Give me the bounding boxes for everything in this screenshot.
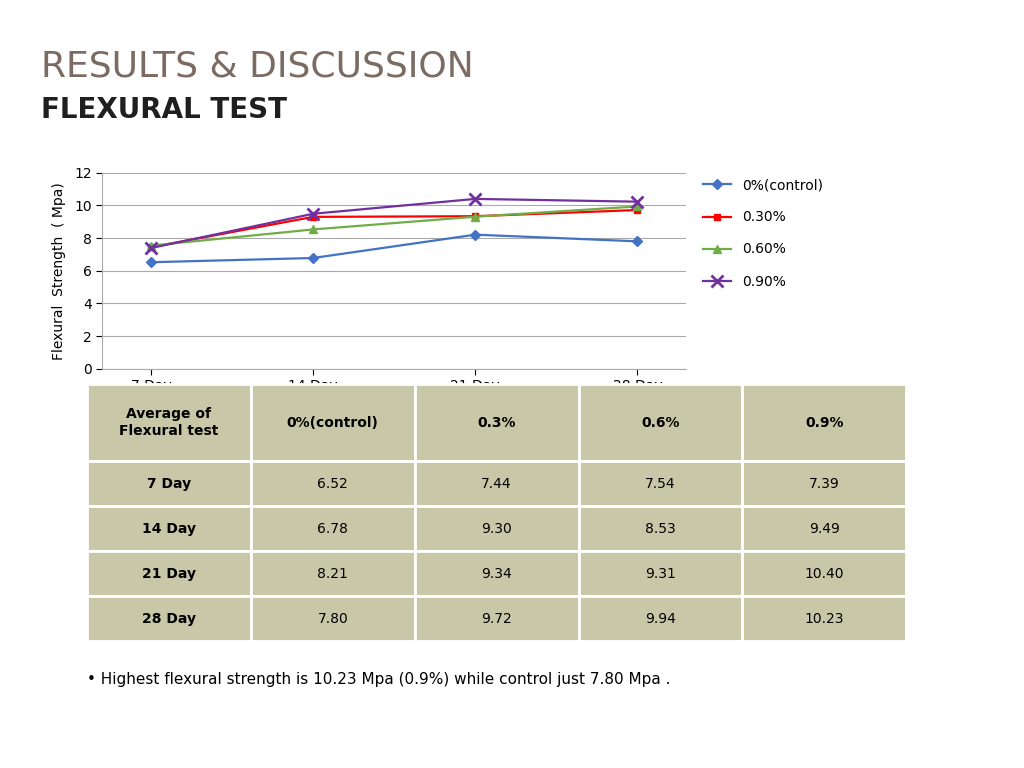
Line: 0.90%: 0.90% — [145, 194, 643, 253]
FancyBboxPatch shape — [87, 384, 251, 461]
FancyBboxPatch shape — [251, 596, 415, 641]
0.30% — [307, 212, 319, 221]
Text: 9.34: 9.34 — [481, 567, 512, 581]
Line: 0%(control): 0%(control) — [147, 231, 641, 266]
FancyBboxPatch shape — [742, 461, 906, 506]
FancyBboxPatch shape — [415, 596, 579, 641]
Text: 0.3%: 0.3% — [477, 415, 516, 429]
FancyBboxPatch shape — [87, 596, 251, 641]
FancyBboxPatch shape — [87, 461, 251, 506]
Text: 7.44: 7.44 — [481, 477, 512, 491]
Text: 21 Day: 21 Day — [142, 567, 196, 581]
FancyBboxPatch shape — [579, 461, 742, 506]
FancyBboxPatch shape — [87, 551, 251, 596]
FancyBboxPatch shape — [87, 506, 251, 551]
Text: Average of
Flexural test: Average of Flexural test — [119, 408, 219, 438]
Text: 8.21: 8.21 — [317, 567, 348, 581]
Text: • Highest flexural strength is 10.23 Mpa (0.9%) while control just 7.80 Mpa .: • Highest flexural strength is 10.23 Mpa… — [87, 672, 671, 687]
Text: 9.31: 9.31 — [645, 567, 676, 581]
0.60% — [145, 241, 158, 250]
0.90% — [145, 243, 158, 253]
Text: 7.80: 7.80 — [317, 612, 348, 626]
FancyBboxPatch shape — [579, 596, 742, 641]
Y-axis label: Flexural  Strength  ( Mpa): Flexural Strength ( Mpa) — [52, 182, 66, 359]
X-axis label: Ages (Day): Ages (Day) — [347, 400, 441, 415]
Text: 7 Day: 7 Day — [146, 477, 191, 491]
Text: 0.9%: 0.9% — [805, 415, 844, 429]
Text: 0.6%: 0.6% — [641, 415, 680, 429]
Text: FLEXURAL TEST: FLEXURAL TEST — [41, 96, 287, 124]
FancyBboxPatch shape — [415, 384, 579, 461]
FancyBboxPatch shape — [251, 384, 415, 461]
Text: 9.30: 9.30 — [481, 521, 512, 536]
FancyBboxPatch shape — [742, 551, 906, 596]
Text: 10.23: 10.23 — [805, 612, 844, 626]
Text: 6.78: 6.78 — [317, 521, 348, 536]
Text: 0%(control): 0%(control) — [287, 415, 379, 429]
FancyBboxPatch shape — [251, 506, 415, 551]
0%(control) — [307, 253, 319, 263]
0%(control) — [631, 237, 643, 246]
0%(control) — [469, 230, 481, 240]
0.30% — [469, 212, 481, 221]
FancyBboxPatch shape — [415, 506, 579, 551]
Line: 0.60%: 0.60% — [146, 202, 642, 250]
Text: 6.52: 6.52 — [317, 477, 348, 491]
Text: RESULTS & DISCUSSION: RESULTS & DISCUSSION — [41, 50, 474, 84]
Text: 7.54: 7.54 — [645, 477, 676, 491]
Line: 0.30%: 0.30% — [147, 207, 641, 250]
Text: 9.94: 9.94 — [645, 612, 676, 626]
0.90% — [307, 209, 319, 218]
FancyBboxPatch shape — [415, 461, 579, 506]
0.90% — [631, 197, 643, 207]
0.60% — [631, 202, 643, 211]
FancyBboxPatch shape — [579, 384, 742, 461]
Text: 9.72: 9.72 — [481, 612, 512, 626]
0.60% — [307, 225, 319, 234]
Text: 14 Day: 14 Day — [142, 521, 196, 536]
FancyBboxPatch shape — [251, 461, 415, 506]
0%(control) — [145, 257, 158, 266]
0.30% — [631, 205, 643, 214]
Text: 28 Day: 28 Day — [142, 612, 196, 626]
0.90% — [469, 194, 481, 204]
Legend: 0%(control), 0.30%, 0.60%, 0.90%: 0%(control), 0.30%, 0.60%, 0.90% — [697, 173, 828, 294]
FancyBboxPatch shape — [579, 506, 742, 551]
Text: 10.40: 10.40 — [805, 567, 844, 581]
FancyBboxPatch shape — [742, 384, 906, 461]
FancyBboxPatch shape — [742, 506, 906, 551]
0.30% — [145, 243, 158, 252]
FancyBboxPatch shape — [742, 596, 906, 641]
FancyBboxPatch shape — [415, 551, 579, 596]
Text: 8.53: 8.53 — [645, 521, 676, 536]
FancyBboxPatch shape — [251, 551, 415, 596]
Text: 7.39: 7.39 — [809, 477, 840, 491]
0.60% — [469, 212, 481, 221]
Text: 9.49: 9.49 — [809, 521, 840, 536]
FancyBboxPatch shape — [579, 551, 742, 596]
